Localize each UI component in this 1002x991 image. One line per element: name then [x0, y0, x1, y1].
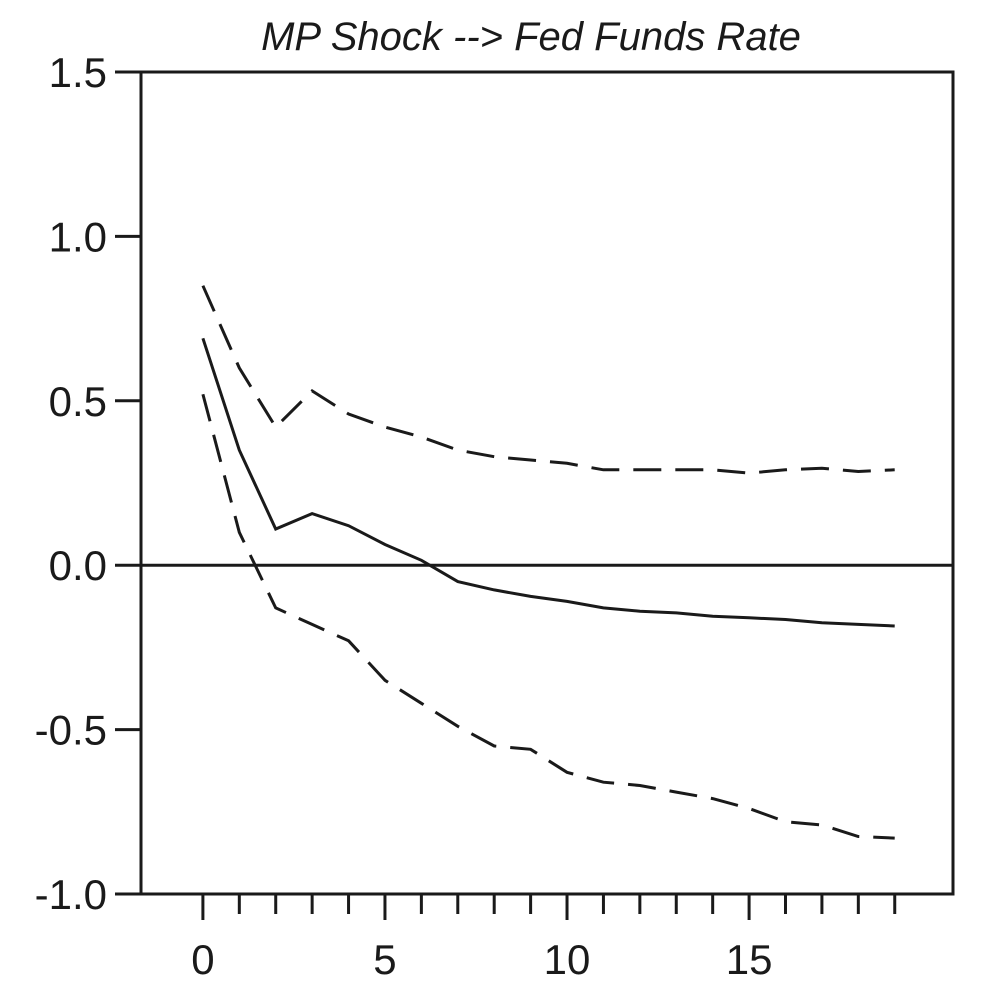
upper-confidence-band-line [201, 285, 895, 475]
y-tick-label: -0.5 [35, 707, 107, 754]
y-tick-label: -1.0 [35, 871, 107, 918]
y-tick-label: 0.0 [49, 542, 107, 589]
y-tick-label: 1.5 [49, 49, 107, 96]
x-axis: 0 5 10 15 [191, 894, 897, 983]
chart-title: MP Shock --> Fed Funds Rate [261, 15, 801, 59]
plot-frame [139, 70, 955, 896]
x-tick-label: 5 [373, 936, 396, 983]
x-tick-label: 0 [191, 936, 214, 983]
x-tick-label: 10 [544, 936, 591, 983]
x-tick-label: 15 [726, 936, 773, 983]
lower-confidence-band-line [201, 393, 895, 840]
y-axis: -1.0 -0.5 0.0 0.5 1.0 1.5 [35, 49, 141, 918]
y-tick-label: 0.5 [49, 378, 107, 425]
y-tick-label: 1.0 [49, 213, 107, 260]
impulse-response-line [201, 337, 895, 628]
series-group [201, 285, 895, 840]
